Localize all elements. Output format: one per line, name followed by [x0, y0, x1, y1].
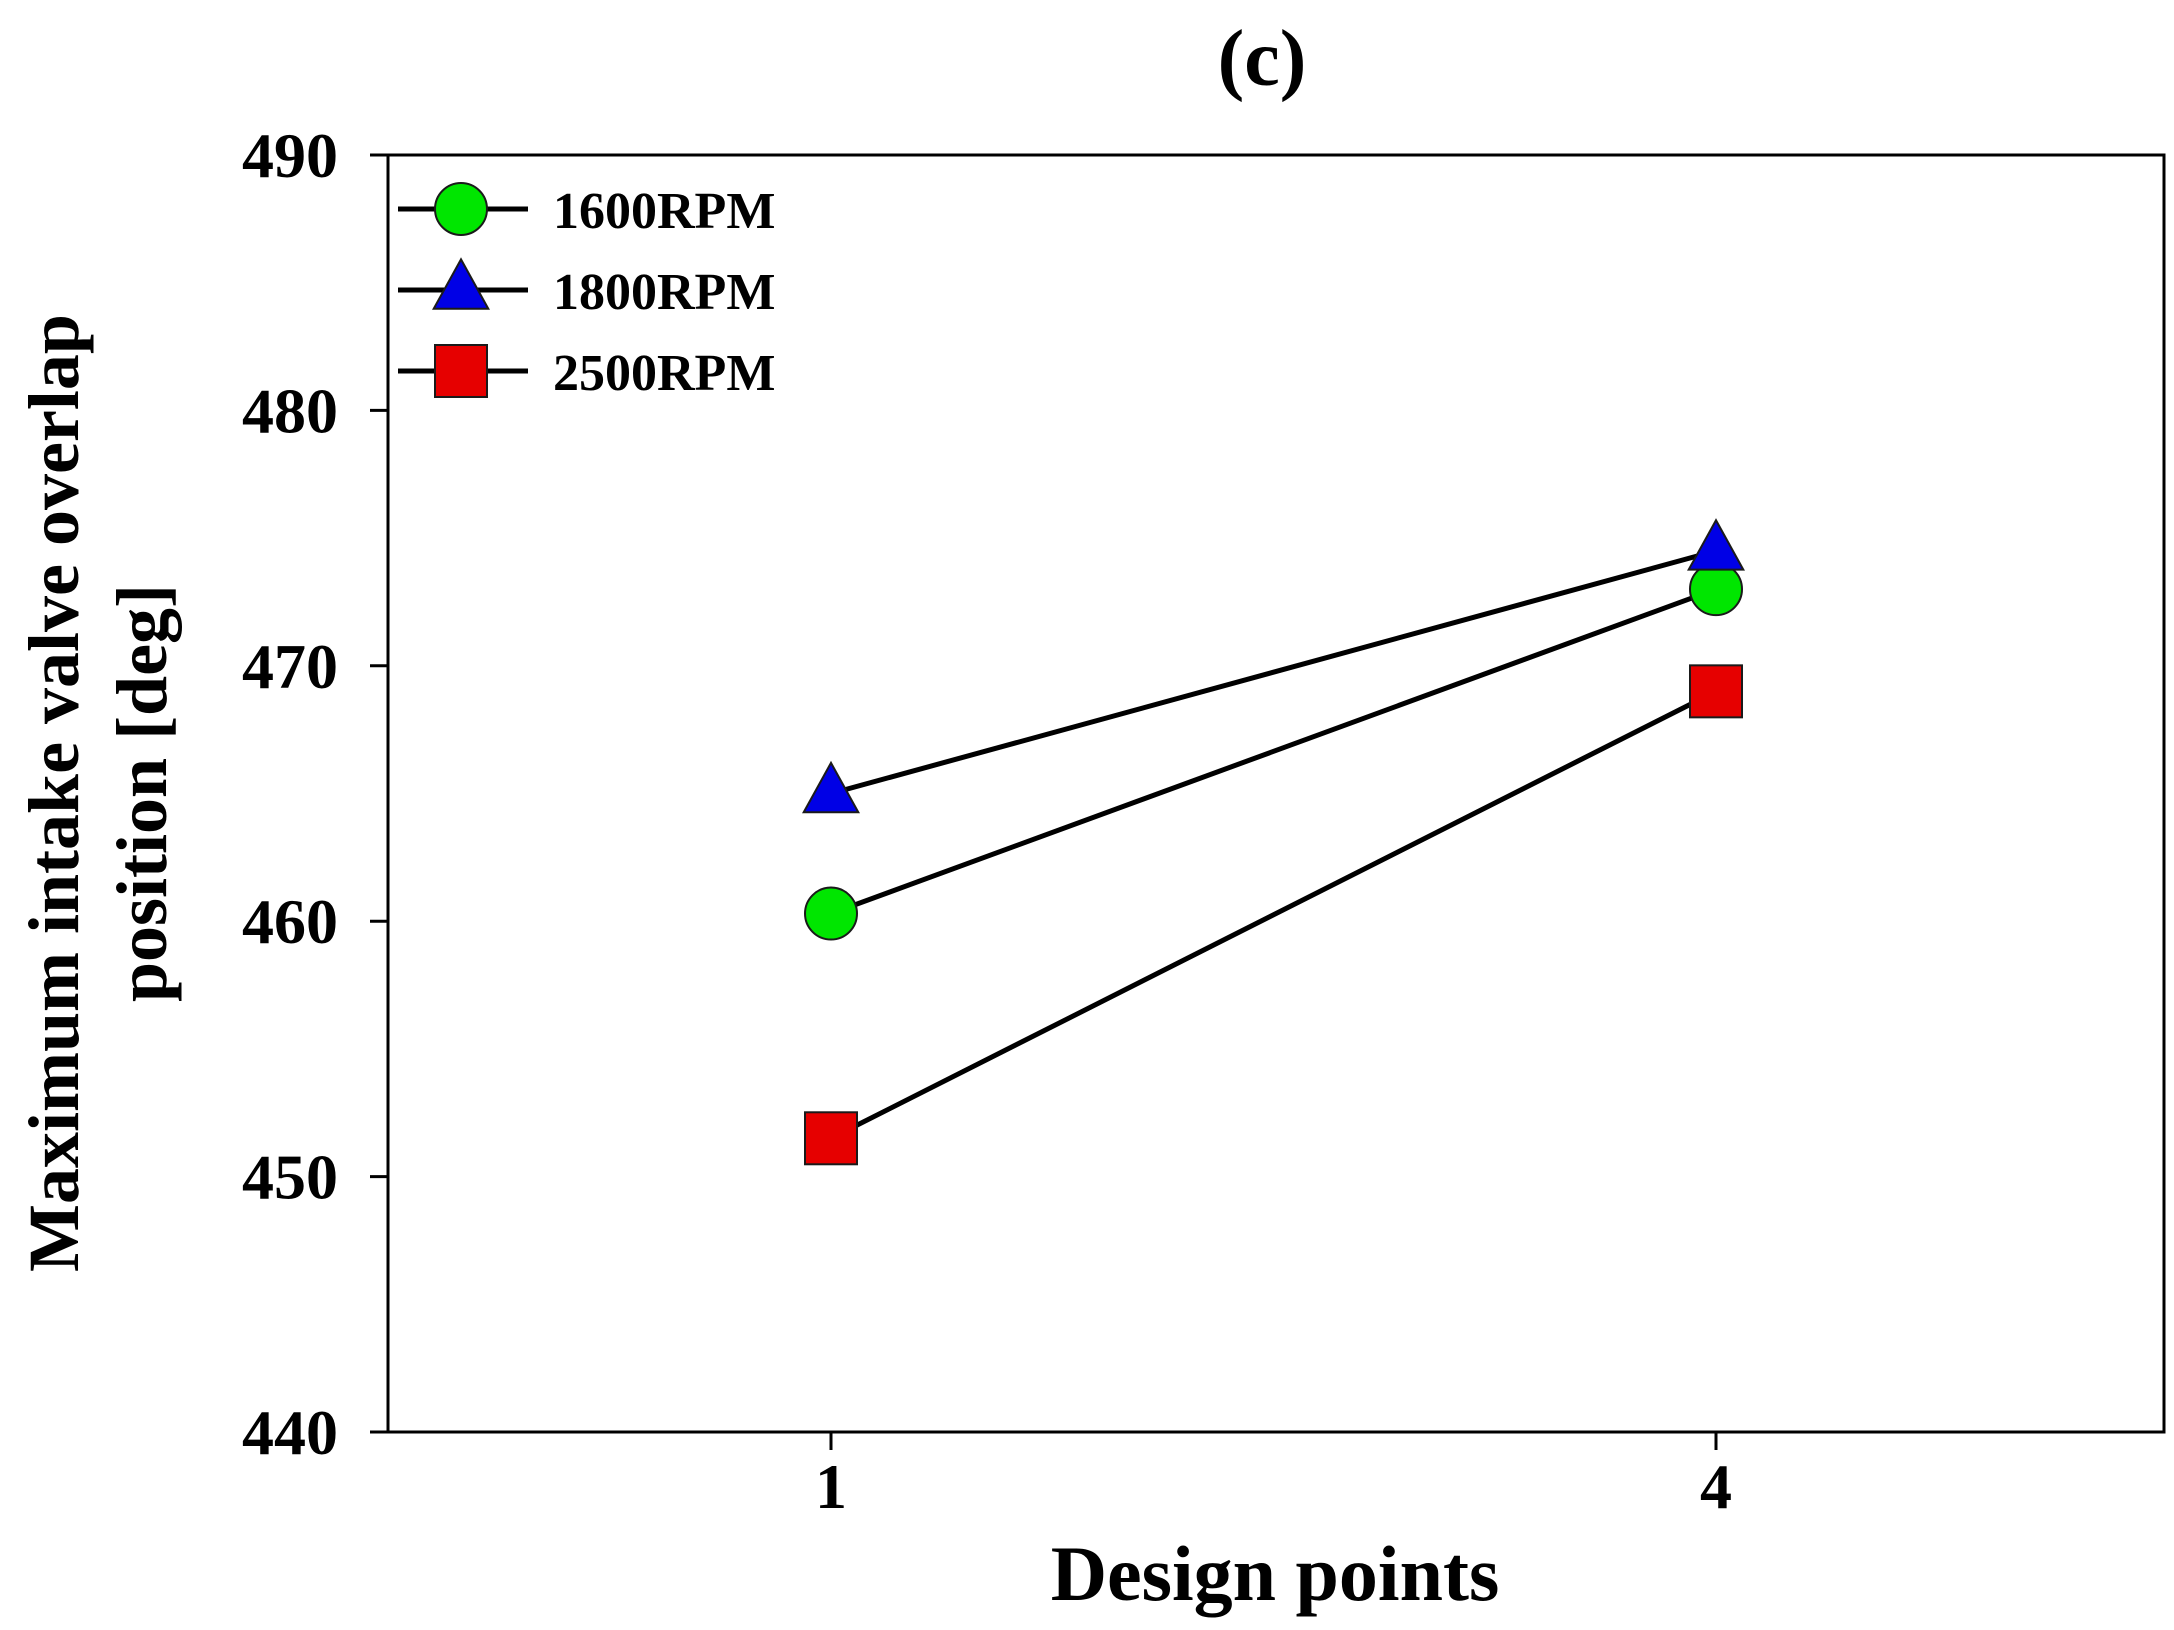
x-tick-label: 4	[1700, 1451, 1732, 1522]
series-lines	[829, 548, 1718, 1141]
legend-marker-1600rpm	[434, 182, 488, 236]
y-tick-label: 490	[242, 120, 338, 191]
series-line-1600rpm	[830, 586, 1717, 916]
legend-marker-1800rpm	[432, 257, 490, 310]
data-point-1600rpm-1	[804, 886, 858, 941]
data-point-2500rpm-1	[804, 1111, 858, 1166]
y-tick-label: 450	[242, 1142, 338, 1213]
y-tick-label: 440	[242, 1397, 338, 1468]
legend-label-2500rpm: 2500RPM	[553, 345, 775, 402]
data-point-1800rpm-4	[1687, 518, 1745, 571]
chart-title: (c)	[1218, 15, 1307, 103]
legend-marker-2500rpm	[434, 344, 488, 398]
series-line-1800rpm	[830, 548, 1717, 796]
legend-label-1800rpm: 1800RPM	[553, 264, 775, 321]
series-markers	[802, 518, 1745, 1166]
x-tick-label: 1	[815, 1451, 847, 1522]
x-axis-title: Design points	[1051, 1530, 1500, 1617]
legend-label-1600rpm: 1600RPM	[553, 183, 775, 240]
series-line-2500rpm	[829, 689, 1718, 1141]
data-point-1800rpm-1	[802, 760, 860, 814]
y-tick-label: 470	[242, 631, 338, 702]
legend: 1600RPM 1800RPM 2500RPM	[398, 182, 775, 402]
plot-area-frame	[386, 153, 2166, 1434]
y-tick-label: 460	[242, 886, 338, 957]
y-axis-title: Maximum intake valve overlap position [d…	[14, 314, 182, 1272]
data-point-2500rpm-4	[1689, 664, 1743, 719]
y-axis-title-line-1: Maximum intake valve overlap	[14, 314, 94, 1272]
y-axis: 440 450 460 470 480 490	[242, 120, 388, 1468]
y-axis-title-line-2: position [deg]	[102, 584, 182, 1002]
data-point-1600rpm-4	[1689, 562, 1743, 617]
y-tick-label: 480	[242, 375, 338, 446]
